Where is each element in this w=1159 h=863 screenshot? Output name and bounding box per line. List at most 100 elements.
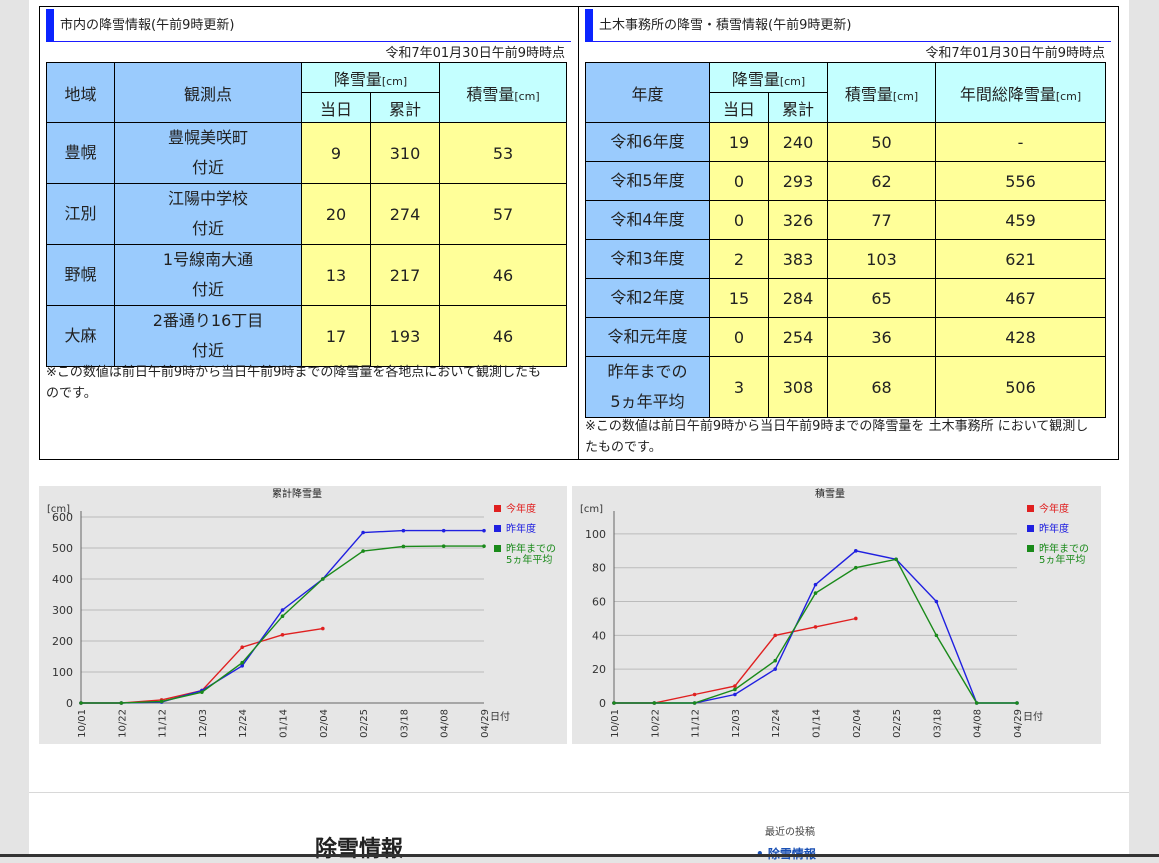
data-point bbox=[612, 701, 616, 705]
legend-label: 5ヵ年平均 bbox=[1039, 553, 1085, 566]
cumulative-cell: 284 bbox=[768, 278, 828, 318]
legend-label: 昨年度 bbox=[1039, 522, 1069, 535]
annual-cell: 556 bbox=[935, 161, 1106, 201]
table-row: 江別 江陽中学校 付近 20 274 57 bbox=[46, 183, 567, 245]
x-tick-label: 02/25 bbox=[892, 709, 903, 738]
depth-cell: 53 bbox=[439, 122, 567, 184]
table-row: 令和5年度 0 293 62 556 bbox=[585, 161, 1106, 201]
data-point bbox=[692, 692, 697, 697]
data-point bbox=[200, 690, 204, 694]
data-point bbox=[733, 687, 737, 692]
cumulative-snowfall-chart: 累計降雪量 [cm] 0 100 200 300 400 500 600 10/01 10/22 11… bbox=[39, 486, 567, 744]
series-line-昨年までの5ヵ年平均 bbox=[614, 558, 1017, 704]
data-point bbox=[854, 616, 858, 621]
y-tick-label: 100 bbox=[52, 666, 73, 679]
x-tick-label: 01/14 bbox=[279, 709, 290, 738]
page-content: 市内の降雪情報(午前9時更新) 令和7年01月30日午前9時時点 地域 観測点 … bbox=[29, 0, 1129, 862]
data-point bbox=[482, 528, 486, 533]
area-cell: 大麻 bbox=[46, 305, 115, 367]
x-tick-label: 04/08 bbox=[973, 709, 984, 738]
data-point bbox=[321, 577, 325, 581]
data-point bbox=[934, 633, 939, 638]
x-tick-label: 02/04 bbox=[852, 709, 863, 738]
x-tick-label: 10/22 bbox=[117, 709, 128, 738]
legend-swatch bbox=[494, 525, 501, 532]
y-tick-label: 600 bbox=[52, 511, 73, 524]
x-tick-label: 10/01 bbox=[610, 709, 621, 738]
city-snow-panel: 市内の降雪情報(午前9時更新) 令和7年01月30日午前9時時点 地域 観測点 … bbox=[39, 6, 579, 460]
data-point bbox=[240, 660, 244, 665]
data-point bbox=[280, 608, 285, 612]
today-cell: 0 bbox=[709, 161, 769, 201]
cumulative-cell: 383 bbox=[768, 239, 828, 279]
today-cell: 17 bbox=[301, 305, 371, 367]
today-cell: 0 bbox=[709, 317, 769, 357]
cumulative-cell: 217 bbox=[370, 244, 440, 306]
cumulative-cell: 193 bbox=[370, 305, 440, 367]
legend-swatch bbox=[1027, 545, 1034, 552]
annual-cell: 467 bbox=[935, 278, 1106, 318]
table-row: 豊幌 豊幌美咲町 付近 9 310 53 bbox=[46, 122, 567, 184]
city-asof: 令和7年01月30日午前9時時点 bbox=[385, 46, 565, 61]
point-cell: 2番通り16丁目 付近 bbox=[114, 305, 302, 367]
table-row: 令和元年度 0 254 36 428 bbox=[585, 317, 1106, 357]
data-point bbox=[240, 664, 244, 668]
x-tick-label: 03/18 bbox=[932, 709, 943, 738]
y-tick-label: 80 bbox=[592, 562, 606, 575]
data-point bbox=[79, 701, 83, 705]
year-cell: 令和3年度 bbox=[585, 239, 710, 279]
annual-cell: 506 bbox=[935, 356, 1106, 418]
cumulative-cell: 254 bbox=[768, 317, 828, 357]
x-axis-label: 日付 bbox=[1023, 710, 1043, 723]
header-today: 当日 bbox=[301, 92, 371, 123]
legend-swatch bbox=[494, 545, 501, 552]
depth-cell: 68 bbox=[827, 356, 936, 418]
header-annual: 年間総降雪量[cm] bbox=[935, 62, 1106, 123]
x-tick-label: 12/03 bbox=[731, 709, 742, 738]
data-point bbox=[813, 591, 818, 595]
cumulative-cell: 326 bbox=[768, 200, 828, 240]
footer-divider bbox=[29, 792, 1129, 793]
data-point bbox=[692, 701, 697, 705]
depth-cell: 62 bbox=[827, 161, 936, 201]
today-cell: 3 bbox=[709, 356, 769, 418]
office-panel-title: 土木事務所の降雪・積雪情報(午前9時更新) bbox=[599, 18, 852, 33]
y-tick-label: 400 bbox=[52, 573, 73, 586]
cumulative-cell: 310 bbox=[370, 122, 440, 184]
today-cell: 9 bbox=[301, 122, 371, 184]
today-cell: 13 bbox=[301, 244, 371, 306]
office-asof: 令和7年01月30日午前9時時点 bbox=[925, 46, 1105, 61]
cumulative-cell: 308 bbox=[768, 356, 828, 418]
office-snow-table: 年度 降雪量[cm] 積雪量[cm] 年間総降雪量[cm] 当日 累計 令和6年… bbox=[585, 62, 1106, 418]
x-tick-label: 01/14 bbox=[812, 709, 823, 738]
annual-cell: 621 bbox=[935, 239, 1106, 279]
year-cell: 令和2年度 bbox=[585, 278, 710, 318]
header-year: 年度 bbox=[585, 62, 710, 123]
chart-title: 積雪量 bbox=[815, 487, 845, 500]
data-point bbox=[934, 599, 939, 604]
table-row-average: 昨年までの 5ヵ年平均 3 308 68 506 bbox=[585, 356, 1106, 418]
year-cell: 令和6年度 bbox=[585, 122, 710, 162]
x-tick-label: 04/08 bbox=[440, 709, 451, 738]
y-axis-unit-label: [cm] bbox=[47, 504, 70, 515]
data-point bbox=[441, 528, 446, 533]
bottom-bar bbox=[0, 854, 1159, 857]
office-note: ※この数値は前日午前9時から当日午前9時までの降雪量を 土木事務所 において観測… bbox=[585, 419, 1089, 455]
data-point bbox=[813, 625, 818, 629]
data-point bbox=[321, 626, 325, 631]
depth-chart-svg: 積雪量 [cm] 0 20 40 60 80 100 10/01 10/22 11/12 12/03 1… bbox=[580, 487, 1089, 738]
data-point bbox=[773, 633, 777, 638]
data-point bbox=[773, 667, 777, 671]
legend-label: 昨年までの bbox=[1039, 542, 1089, 555]
year-cell: 令和4年度 bbox=[585, 200, 710, 240]
table-row: 大麻 2番通り16丁目 付近 17 193 46 bbox=[46, 305, 567, 367]
y-tick-label: 500 bbox=[52, 542, 73, 555]
y-tick-label: 0 bbox=[599, 697, 606, 710]
header-cumulative: 累計 bbox=[370, 92, 440, 123]
data-point bbox=[733, 692, 737, 697]
header-cumulative: 累計 bbox=[768, 92, 828, 123]
data-point bbox=[280, 633, 285, 637]
today-cell: 19 bbox=[709, 122, 769, 162]
cumulative-cell: 274 bbox=[370, 183, 440, 245]
legend-label: 今年度 bbox=[506, 502, 536, 515]
